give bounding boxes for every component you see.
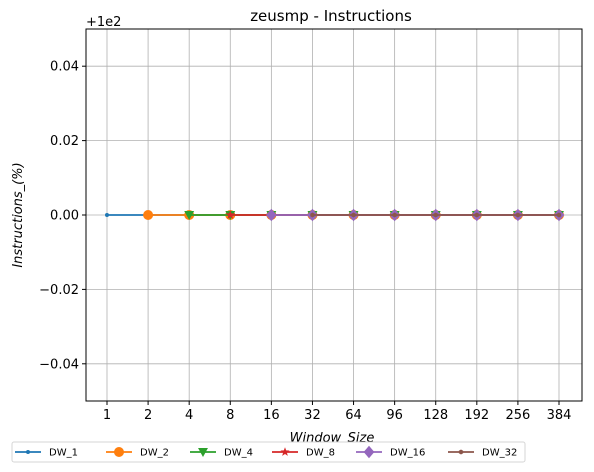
y-offset-text: +1e2 (86, 15, 121, 30)
series-dw-32 (310, 212, 562, 218)
chart-title: zeusmp - Instructions (250, 7, 412, 25)
x-tick-label: 384 (547, 408, 572, 423)
legend-item-dw-8: DW_8 (272, 447, 335, 459)
y-tick-label: 0.02 (50, 134, 79, 149)
data-point (433, 212, 438, 218)
x-tick-label: 64 (345, 408, 362, 423)
legend-item-dw-1: DW_1 (15, 448, 78, 459)
x-tick-label: 96 (386, 408, 403, 423)
plot-area: 1 2 4 8 16 32 64 96 128 192 256 384 −0.04 −0.02 0.00 0.… (39, 28, 583, 423)
data-point (225, 210, 235, 219)
x-tick-label: 2 (144, 408, 152, 423)
data-point (351, 212, 356, 218)
data-point (458, 449, 464, 455)
data-point (184, 211, 195, 220)
data-point (363, 445, 375, 459)
data-point (474, 212, 479, 218)
data-point (143, 210, 154, 220)
legend-item-dw-16: DW_16 (356, 445, 425, 459)
x-tick-label: 8 (226, 408, 234, 423)
legend-item-dw-32: DW_32 (448, 448, 517, 459)
x-tick-label: 32 (304, 408, 321, 423)
legend-label: DW_4 (224, 448, 253, 459)
legend-box (11, 441, 526, 463)
legend: DW_1 DW_2 DW_4 DW_8 DW_16 DW_32 (11, 441, 526, 463)
y-tick-label: −0.04 (39, 357, 79, 372)
data-point (280, 447, 290, 456)
x-tick-label: 192 (464, 408, 489, 423)
data-point (114, 447, 124, 457)
legend-label: DW_2 (140, 448, 169, 459)
x-tick-label: 4 (185, 408, 193, 423)
data-point (26, 450, 30, 454)
data-point (556, 212, 562, 218)
legend-label: DW_8 (306, 448, 335, 459)
data-point (310, 212, 315, 218)
y-tick-label: 0.04 (50, 60, 79, 75)
data-point (392, 212, 397, 218)
data-point (515, 212, 521, 218)
legend-label: DW_1 (49, 448, 78, 459)
legend-label: DW_32 (482, 448, 517, 459)
data-point (198, 448, 208, 457)
legend-item-dw-4: DW_4 (190, 448, 253, 459)
legend-item-dw-2: DW_2 (106, 447, 169, 459)
y-tick-label: 0.00 (50, 209, 79, 224)
legend-label: DW_16 (390, 448, 425, 459)
x-tick-label: 256 (505, 408, 530, 423)
y-tick-label: −0.02 (39, 283, 79, 298)
x-tick-label: 16 (263, 408, 280, 423)
x-tick-label: 128 (423, 408, 448, 423)
data-point (266, 208, 277, 222)
data-point (105, 213, 109, 217)
y-axis-label: Instructions_(%) (11, 162, 26, 267)
x-tick-label: 1 (103, 408, 111, 423)
